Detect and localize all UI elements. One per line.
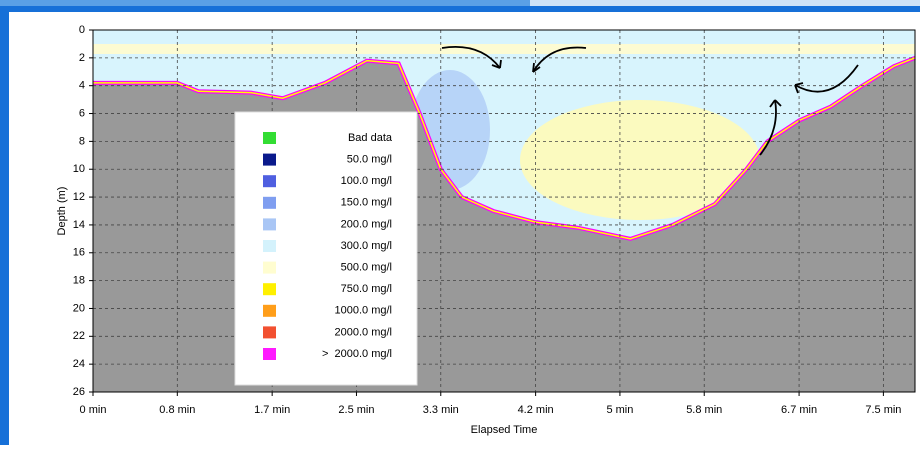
- x-tick-label: 0.8 min: [159, 404, 195, 416]
- x-tick-label: 6.7 min: [781, 404, 817, 416]
- legend-label: 200.0 mg/l: [341, 218, 392, 230]
- annotation-arrow: [491, 59, 502, 69]
- bed-edge: [93, 57, 916, 240]
- legend-swatch: [263, 348, 276, 360]
- legend-label: > 2000.0 mg/l: [322, 348, 392, 360]
- annotation-arrow: [532, 62, 541, 73]
- legend-swatch: [263, 240, 276, 252]
- plot-area: [93, 30, 916, 392]
- plot-frame: [92, 29, 916, 393]
- legend-label: 1000.0 mg/l: [335, 305, 392, 317]
- x-tick-label: 7.5 min: [865, 404, 901, 416]
- window-edge: [0, 0, 530, 6]
- annotation-arrow: [794, 82, 804, 94]
- legend-label: 100.0 mg/l: [341, 175, 392, 187]
- window-edge: [530, 0, 920, 6]
- x-tick-label: 4.2 min: [518, 404, 554, 416]
- legend-label: 750.0 mg/l: [341, 283, 392, 295]
- legend-swatch: [263, 132, 276, 144]
- legend-swatch: [263, 326, 276, 339]
- annotation-arrow: [441, 46, 501, 69]
- y-tick-label: 4: [79, 80, 85, 92]
- legend-label: Bad data: [348, 132, 393, 144]
- x-axis-label: Elapsed Time: [471, 424, 538, 436]
- legend-label: 50.0 mg/l: [347, 154, 392, 166]
- y-tick-label: 8: [79, 135, 85, 147]
- legend-label: 300.0 mg/l: [341, 240, 392, 252]
- y-tick-label: 2: [79, 52, 85, 64]
- legend-label: 500.0 mg/l: [341, 262, 392, 274]
- y-axis-label: Depth (m): [56, 187, 68, 236]
- legend-label: 2000.0 mg/l: [335, 326, 392, 338]
- surface-band: [93, 44, 915, 54]
- annotation-arrow: [759, 99, 777, 156]
- y-tick-label: 22: [73, 330, 85, 342]
- window-border: [0, 6, 9, 445]
- y-tick-label: 14: [73, 219, 85, 231]
- legend-label: 150.0 mg/l: [341, 197, 392, 209]
- x-tick-label: 5 min: [606, 404, 633, 416]
- annotation-arrow: [769, 99, 782, 108]
- y-tick-label: 20: [73, 302, 85, 314]
- high-concentration-zone: [520, 100, 760, 220]
- window-border: [0, 6, 920, 12]
- annotation-arrow: [794, 64, 859, 93]
- y-tick-label: 24: [73, 358, 85, 370]
- legend-swatch: [263, 218, 276, 231]
- x-tick-label: 1.7 min: [254, 404, 290, 416]
- y-tick-label: 18: [73, 275, 85, 287]
- y-tick-label: 10: [73, 163, 85, 175]
- y-tick-label: 16: [73, 247, 85, 259]
- legend-swatch: [263, 175, 276, 188]
- legend-swatch: [263, 304, 276, 317]
- x-tick-label: 3.3 min: [423, 404, 459, 416]
- legend-swatch: [263, 261, 276, 274]
- legend-swatch: [263, 196, 276, 209]
- x-tick-label: 2.5 min: [338, 404, 374, 416]
- y-tick-label: 12: [73, 191, 85, 203]
- y-tick-label: 0: [79, 24, 85, 36]
- annotation-arrow: [532, 46, 587, 73]
- x-tick-label: 0 min: [80, 404, 107, 416]
- x-tick-label: 5.8 min: [686, 404, 722, 416]
- y-tick-label: 26: [73, 386, 85, 398]
- legend-swatch: [263, 283, 276, 296]
- y-tick-label: 6: [79, 107, 85, 119]
- legend-swatch: [263, 153, 276, 166]
